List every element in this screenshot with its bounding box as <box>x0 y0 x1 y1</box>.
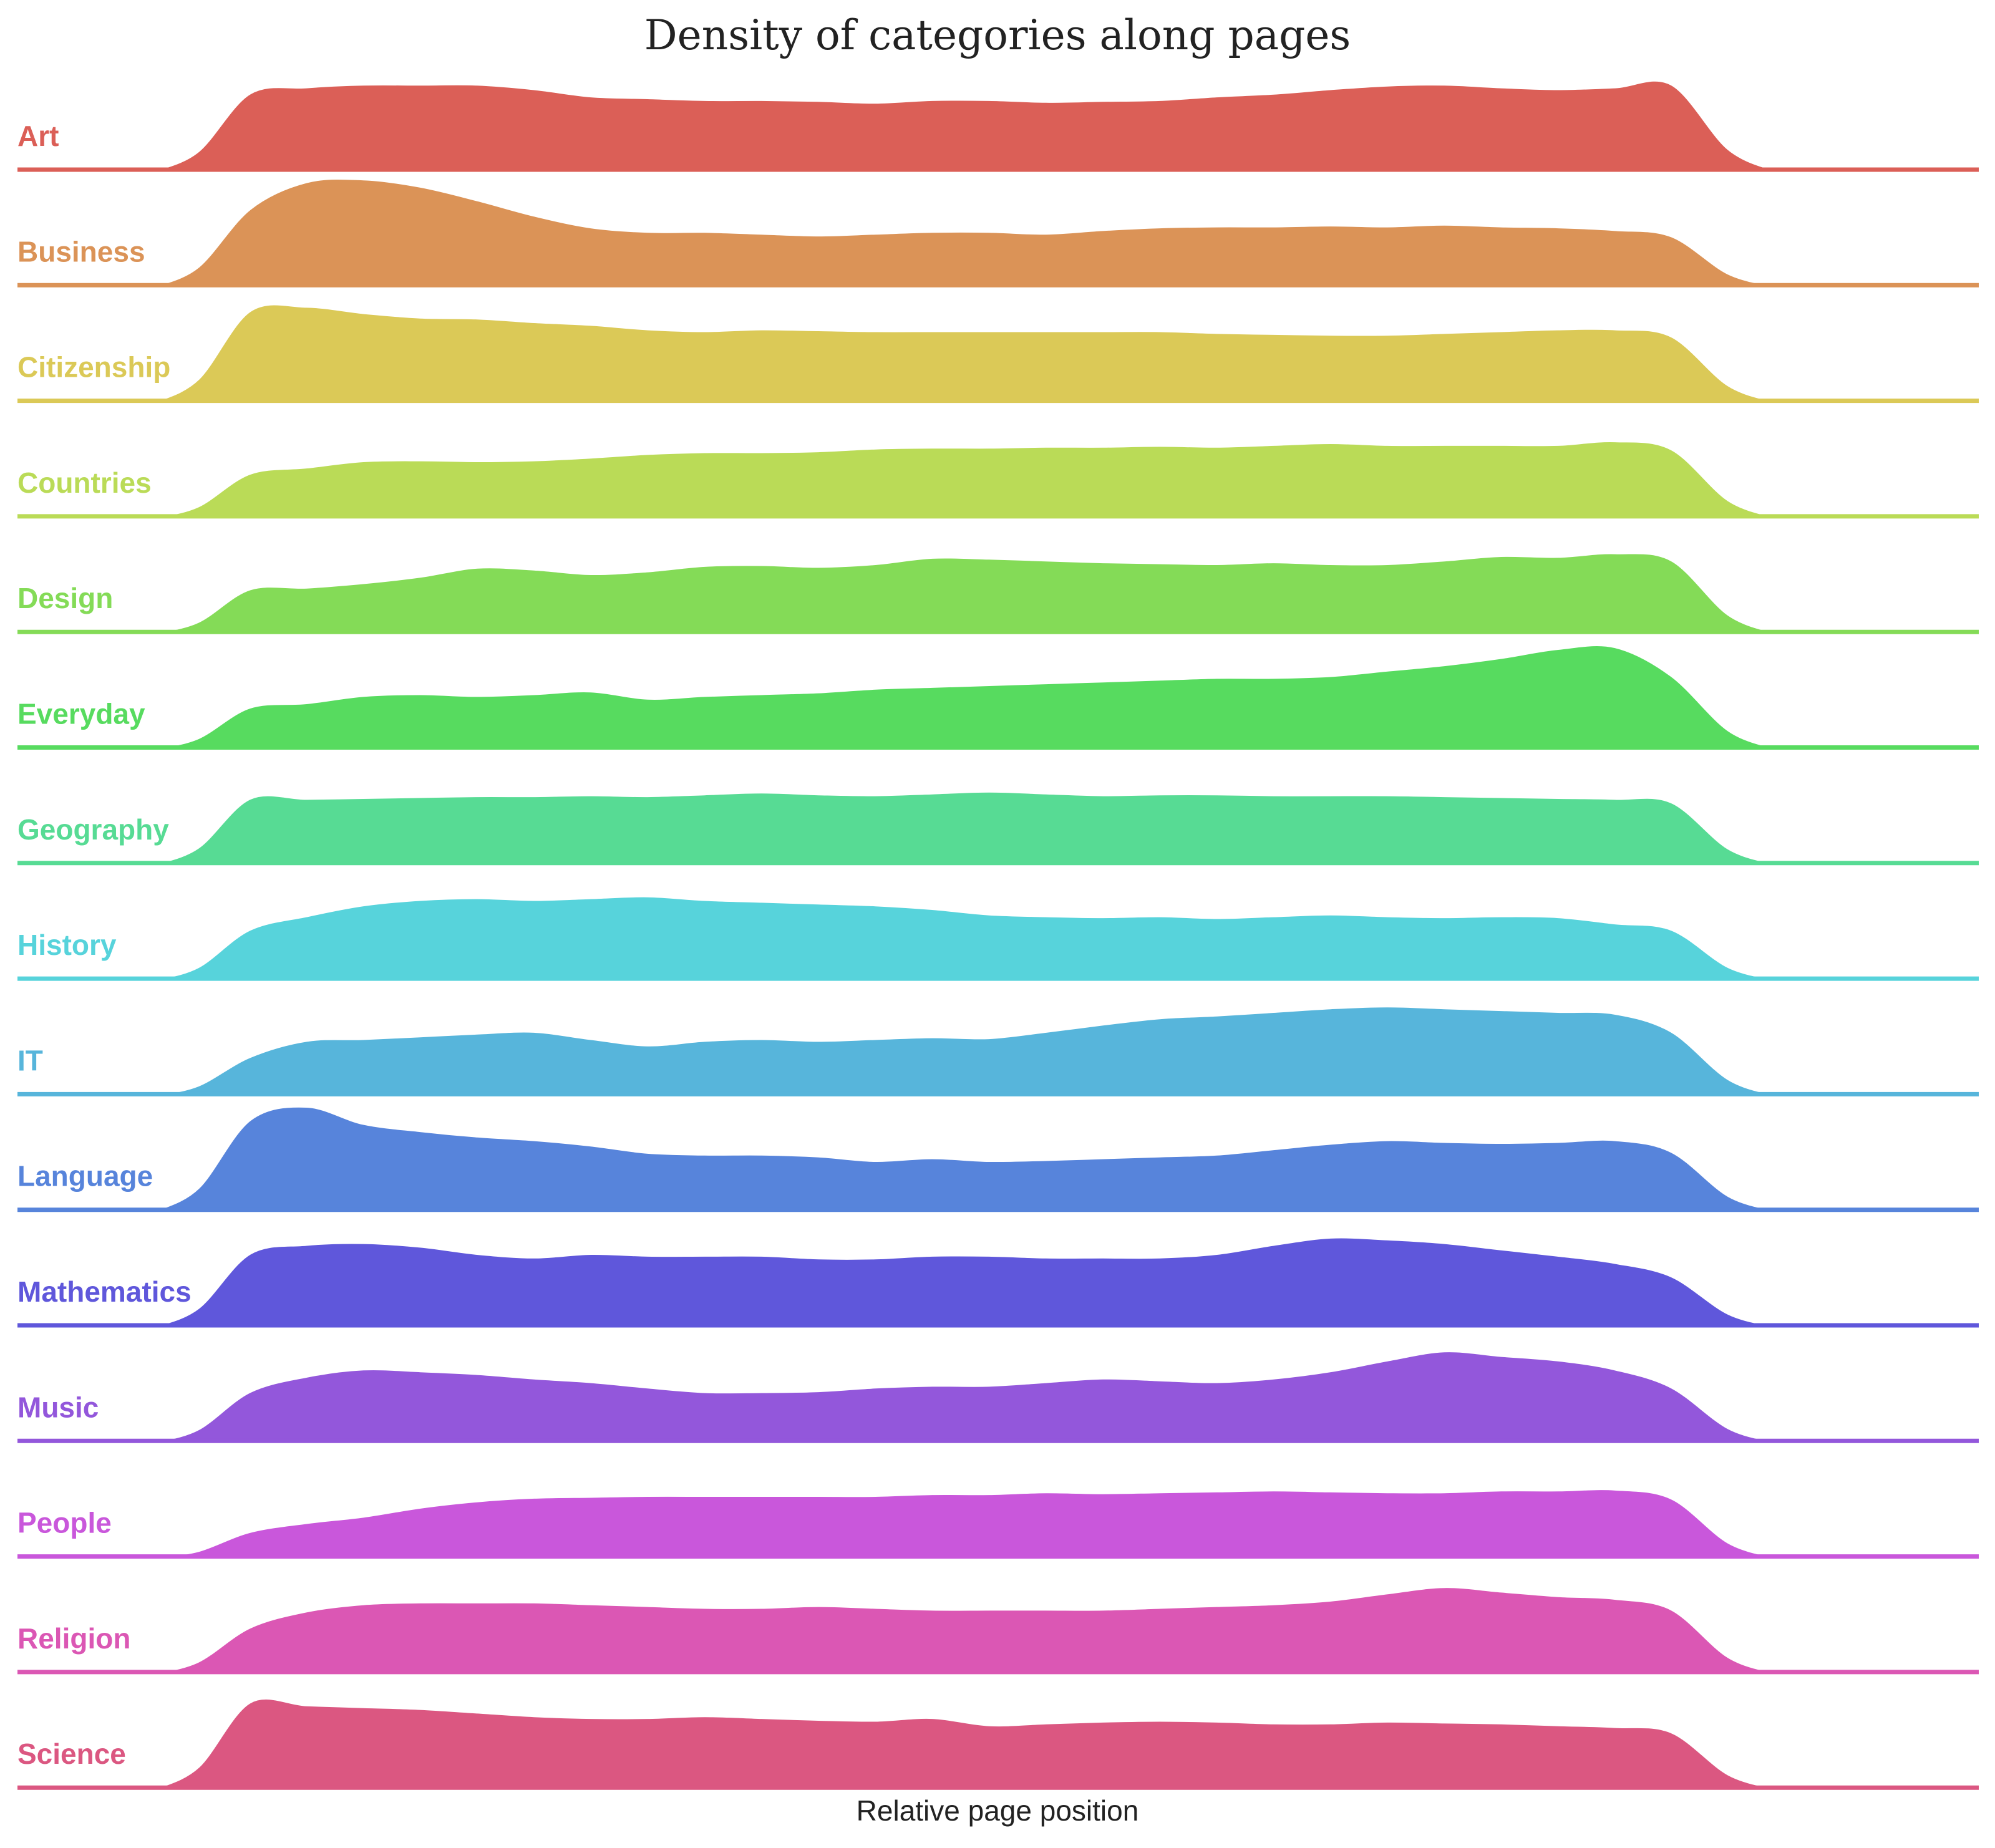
row-label-music: Music <box>17 1391 99 1423</box>
density-outline-countries <box>155 438 1776 518</box>
row-label-language: Language <box>17 1160 153 1192</box>
row-label-business: Business <box>17 235 145 268</box>
ridge-business: Business <box>17 175 1979 288</box>
ridge-art: Art <box>17 77 1979 172</box>
ridge-music: Music <box>17 1348 1979 1443</box>
row-label-everyday: Everyday <box>17 698 145 730</box>
density-area-people <box>156 1488 1775 1557</box>
density-outline-everyday <box>155 642 1776 750</box>
row-label-history: History <box>17 929 117 961</box>
ridge-design: Design <box>17 550 1979 634</box>
ridge-science: Science <box>17 1695 1979 1790</box>
ridge-mathematics: Mathematics <box>17 1234 1979 1328</box>
row-label-it: IT <box>17 1044 43 1076</box>
density-outline-business <box>155 175 1775 288</box>
x-axis-label: Relative page position <box>856 1794 1139 1827</box>
density-outline-science <box>155 1695 1775 1790</box>
density-outline-design <box>155 550 1776 634</box>
ridge-citizenship: Citizenship <box>17 301 1979 404</box>
density-outline-history <box>155 893 1775 981</box>
density-area-art <box>156 79 1775 170</box>
density-outline-music <box>155 1348 1775 1443</box>
density-outline-religion <box>155 1584 1775 1674</box>
density-outline-it <box>155 1004 1775 1096</box>
density-area-language <box>156 1105 1775 1210</box>
row-label-mathematics: Mathematics <box>17 1275 192 1308</box>
density-area-design <box>156 552 1775 632</box>
ridge-history: History <box>17 893 1979 981</box>
row-label-science: Science <box>17 1738 126 1770</box>
density-area-geography <box>156 790 1775 863</box>
chart-title: Density of categories along pages <box>644 11 1351 59</box>
row-label-citizenship: Citizenship <box>17 351 170 384</box>
density-outline-mathematics <box>155 1234 1775 1327</box>
density-area-mathematics <box>156 1236 1775 1325</box>
ridge-countries: Countries <box>17 438 1979 519</box>
density-outline-geography <box>155 788 1775 865</box>
density-area-history <box>156 895 1775 979</box>
ridge-everyday: Everyday <box>17 642 1979 750</box>
density-area-music <box>156 1350 1775 1441</box>
row-label-design: Design <box>17 582 113 614</box>
ridge-people: People <box>17 1486 1979 1559</box>
row-label-people: People <box>17 1507 112 1539</box>
row-label-geography: Geography <box>17 813 169 846</box>
density-outline-people <box>155 1486 1775 1559</box>
density-outline-language <box>155 1103 1775 1212</box>
density-area-citizenship <box>156 303 1775 401</box>
ridge-it: IT <box>17 1004 1979 1096</box>
row-label-countries: Countries <box>17 467 152 499</box>
ridge-language: Language <box>17 1103 1979 1212</box>
ridge-religion: Religion <box>17 1584 1979 1675</box>
ridge-geography: Geography <box>17 788 1979 866</box>
density-area-science <box>156 1697 1775 1788</box>
density-outline-art <box>155 77 1776 172</box>
row-label-religion: Religion <box>17 1622 130 1655</box>
density-area-everyday <box>156 644 1775 748</box>
density-area-religion <box>156 1586 1775 1672</box>
row-label-art: Art <box>17 120 59 152</box>
density-area-it <box>156 1005 1775 1095</box>
density-area-countries <box>156 440 1775 516</box>
density-outline-citizenship <box>155 301 1775 403</box>
